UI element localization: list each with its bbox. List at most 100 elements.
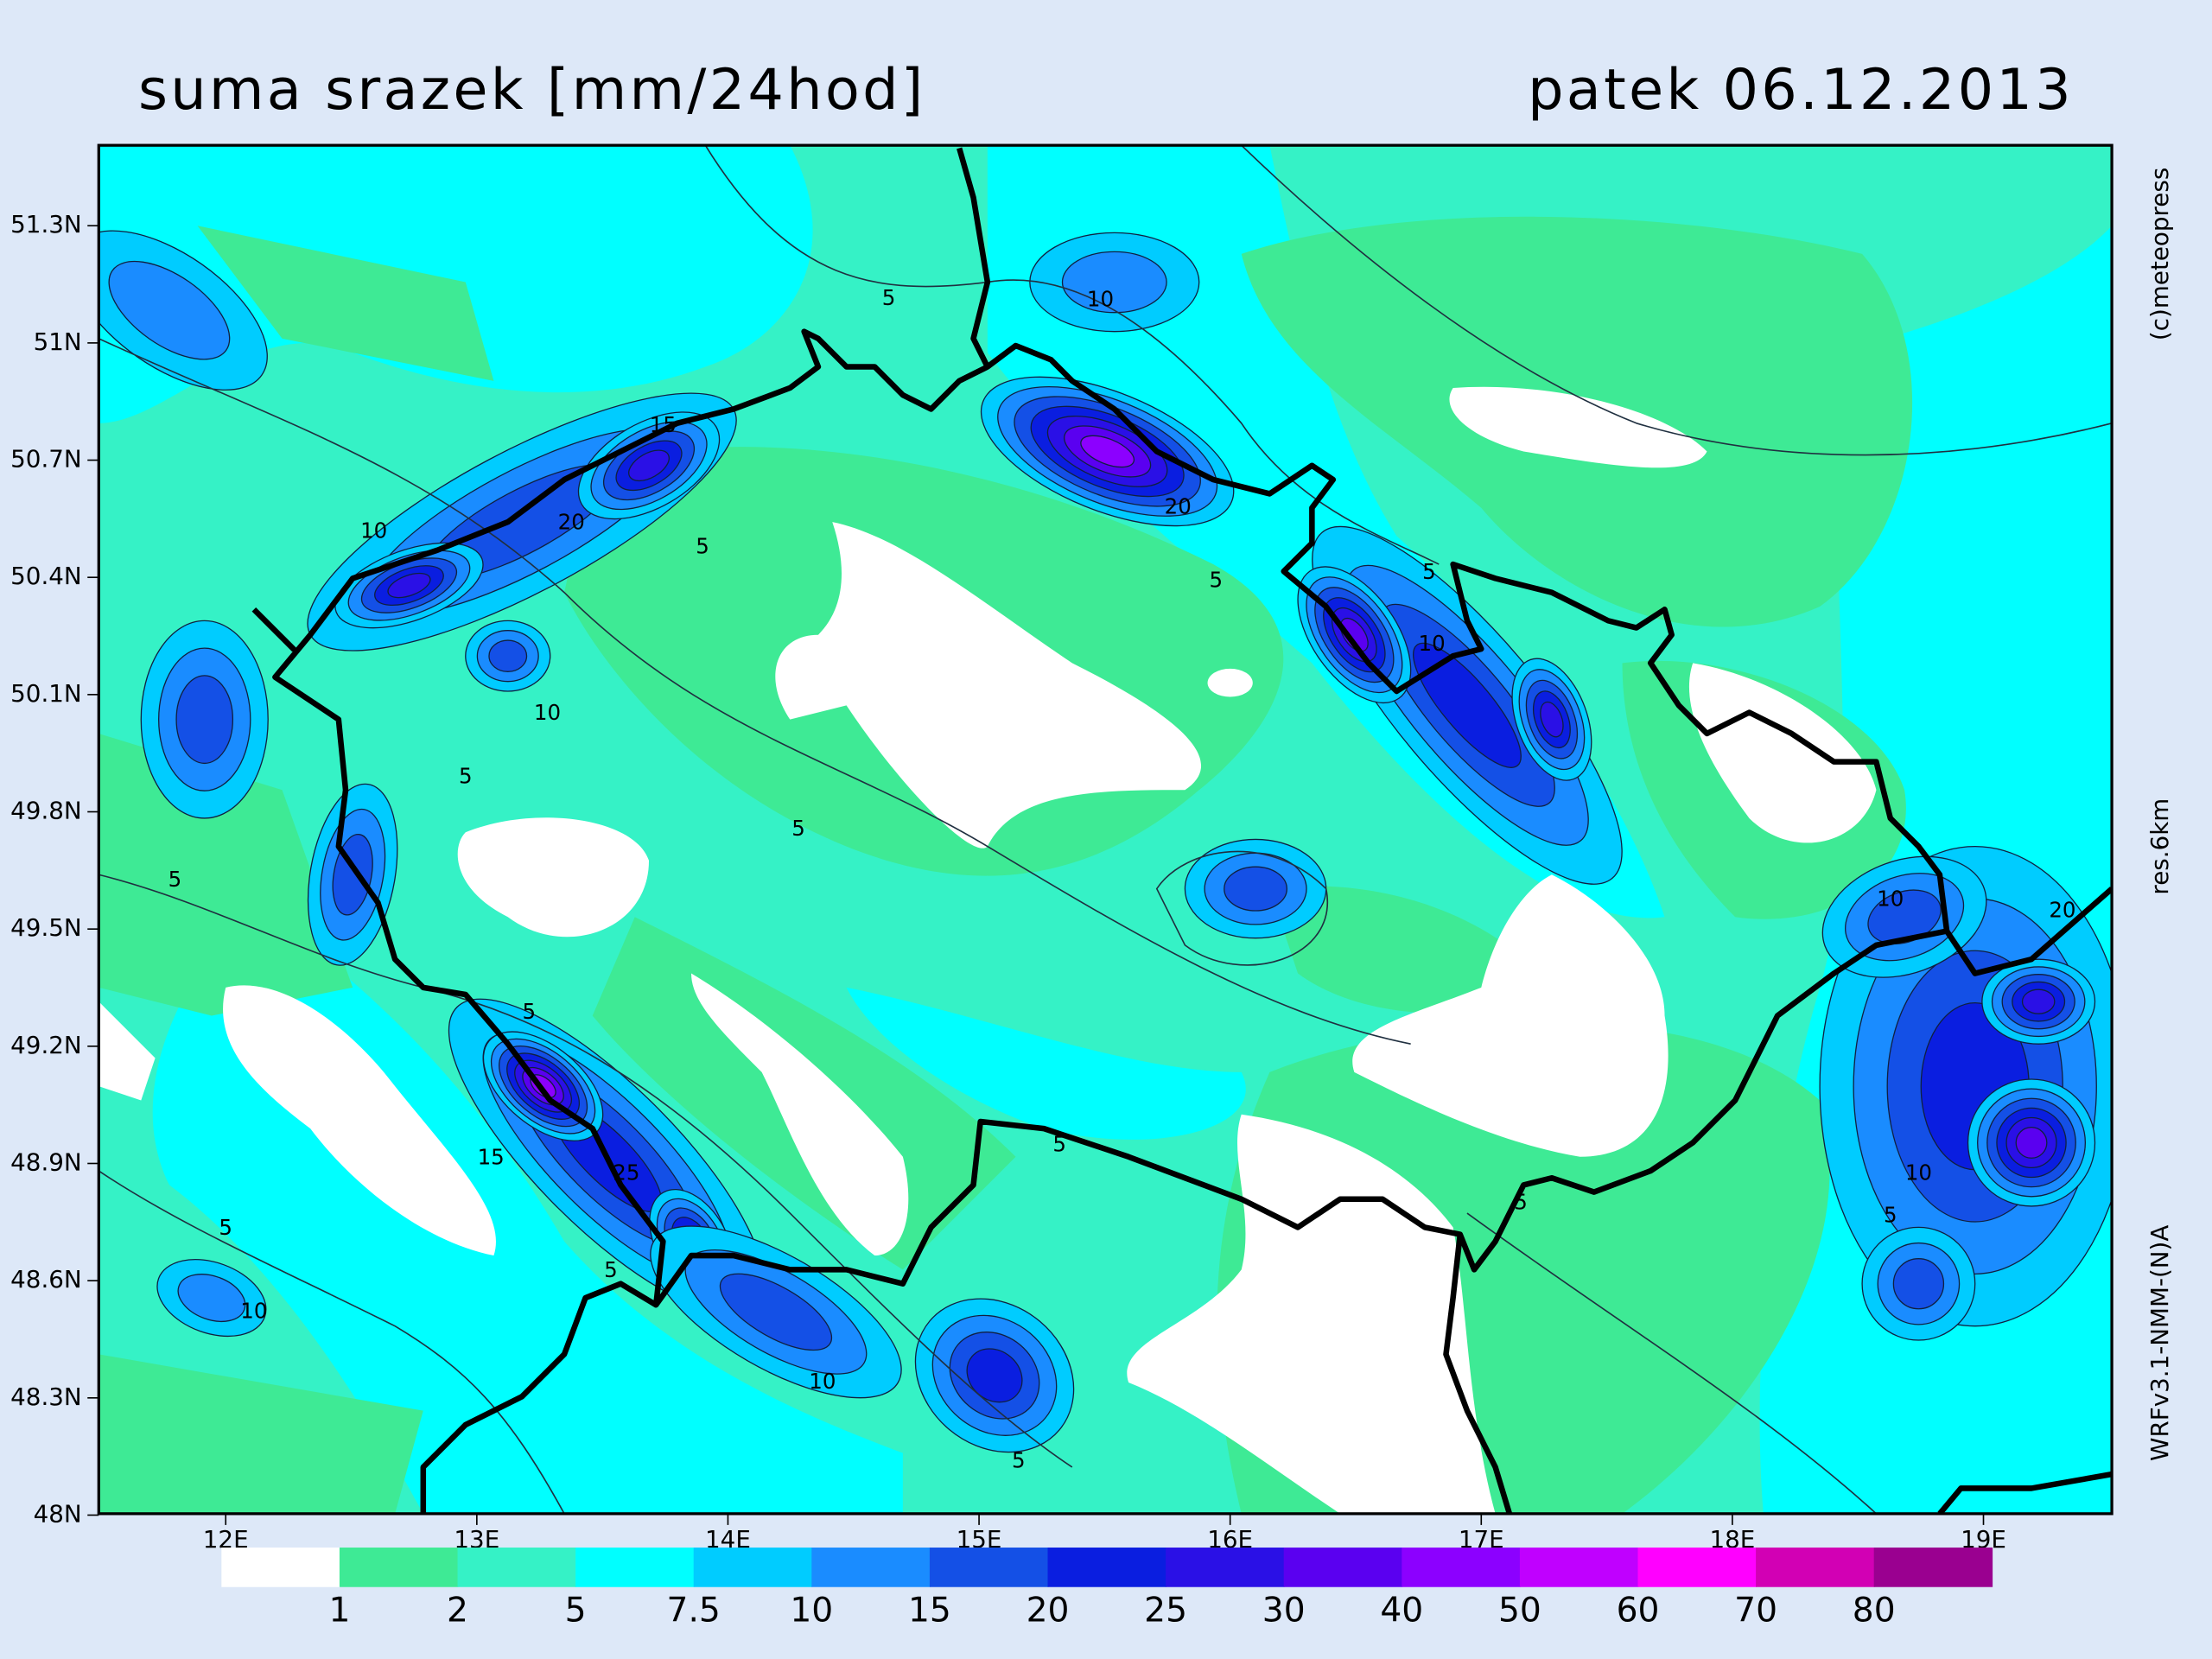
border-sk-at [1443,1234,1513,1514]
precip-band [1080,435,1135,468]
contour-line [704,145,1440,565]
lat-label: 50.1N [10,679,82,708]
colorbar-label: 10 [790,1592,833,1630]
white-area [223,985,496,1256]
contour-label: 15 [478,1144,505,1169]
contour-label: 20 [2049,898,2075,923]
colorbar-label: 20 [1027,1592,1070,1630]
lat-label: 49.2N [10,1031,82,1059]
contour-label: 25 [613,1160,639,1185]
border-sk-hu [1937,1471,2113,1514]
contour-label: 5 [1514,1190,1528,1215]
colorbar-swatch [457,1548,576,1587]
colorbar-label: 40 [1380,1592,1423,1630]
white-area [691,973,909,1256]
colorbar-swatch [1873,1548,1993,1587]
precip-band [2021,988,2056,1014]
green-area [99,733,353,1016]
lat-label: 48.3N [10,1382,82,1411]
green-area [197,226,494,381]
green-area [99,1354,423,1514]
precip-band [1412,642,1522,768]
contour-label: 5 [696,533,709,558]
colorbar-label: 7.5 [667,1592,721,1630]
colorbar-swatch [1637,1548,1757,1587]
borders [251,147,2113,1514]
contour-label: 10 [1905,1160,1932,1185]
colorbar-swatch [575,1548,695,1587]
colorbar-label: 70 [1734,1592,1777,1630]
contour-line [99,874,1073,1468]
lat-label: 50.4N [10,562,82,590]
precip-band [488,639,528,672]
colorbar-swatch [1402,1548,1521,1587]
contour-label: 5 [1884,1202,1897,1227]
contour-label: 5 [219,1215,232,1240]
border-sk-pl [1944,887,2113,976]
colorbar-swatch [339,1548,459,1587]
contour-label: 10 [1877,887,1904,912]
contour-labels: 5 10 15 10 20 5 20 5 5 10 10 5 5 5 10 5 15 25 5 5 10 5 10 5 10 5 5… [168,285,2076,1472]
map-date: patek 06.12.2013 [1528,57,2074,123]
white-area [1207,668,1253,697]
colorbar-swatch [1283,1548,1403,1587]
white-area [457,817,650,938]
colorbar-label: 15 [908,1592,951,1630]
contour-label: 10 [1419,631,1446,656]
white-area [1352,874,1669,1157]
contour-label: 5 [882,285,896,310]
lat-label: 51.3N [10,210,82,238]
model-name: WRFv3.1-NMM-(N)A [2145,1225,2174,1461]
precip-band [108,260,231,360]
green-area [1269,886,1552,1014]
plot-area: 5 10 15 10 20 5 20 5 5 10 10 5 5 5 10 5 15 25 5 5 10 5 10 5 10 5 5… [99,145,2113,1514]
border-de-pl [957,147,991,368]
precip-band [1061,251,1167,314]
plot-frame [97,143,2113,1516]
colorbar-swatch [693,1548,813,1587]
white-area [99,1001,156,1101]
colorbar-label: 80 [1853,1592,1896,1630]
contour-label: 5 [604,1257,618,1282]
contour-line [99,1170,565,1514]
colorbar-swatch [221,1548,340,1587]
colorbar-label: 5 [565,1592,587,1630]
lat-label: 49.8N [10,797,82,825]
contour-line [99,338,1411,1045]
precip-band [2015,1126,2048,1159]
colorbar-label: 50 [1498,1592,1541,1630]
credit: (c)meteopress [2145,168,2174,340]
white-area [1688,663,1877,843]
colorbar-label: 2 [447,1592,468,1630]
contour-line [1241,145,2113,456]
contour-label: 20 [1165,494,1192,519]
white-areas [99,386,1877,1514]
precip-band [1224,866,1287,912]
contour-label: 5 [1012,1447,1026,1472]
colorbar: 1 2 5 7.5 10 15 20 25 30 40 50 60 70 80 [221,1548,1993,1630]
colorbar-swatch [1047,1548,1166,1587]
colorbar-swatch [811,1548,931,1587]
contour-label: 10 [809,1369,836,1394]
white-area [1449,386,1707,468]
precip-band [1540,701,1564,738]
contour-label: 5 [522,999,536,1024]
contour-label: 10 [360,518,387,543]
contour-label: 10 [1087,287,1114,312]
contour-line [1155,850,1329,966]
contour-label: 20 [558,510,585,535]
contour-label: 5 [459,764,473,789]
precip-band [175,675,234,765]
lat-label: 51N [34,327,82,356]
precip-band [628,449,670,482]
border-de-at [420,1281,658,1514]
lat-label: 48.6N [10,1265,82,1294]
contour-lines [99,145,2113,1514]
lat-label: 48.9N [10,1147,82,1176]
lat-label: 48N [34,1499,82,1528]
cyan-area [846,987,1246,1140]
precip-band [1339,617,1369,652]
colorbar-label: 25 [1144,1592,1187,1630]
